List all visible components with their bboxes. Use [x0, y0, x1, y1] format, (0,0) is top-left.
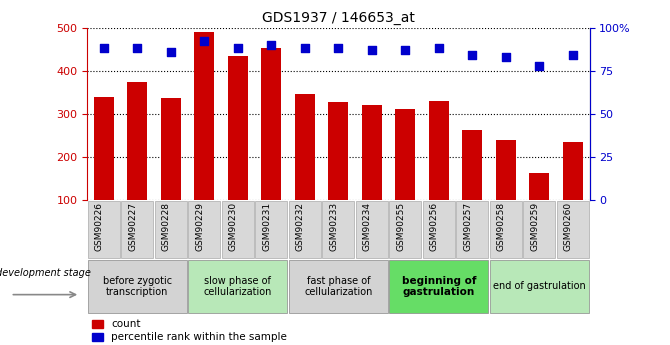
Point: [132, 46, 143, 51]
Point: [199, 39, 210, 44]
Bar: [496, 140, 516, 200]
FancyBboxPatch shape: [423, 201, 455, 258]
FancyBboxPatch shape: [389, 201, 421, 258]
Text: GSM90233: GSM90233: [330, 202, 338, 251]
FancyBboxPatch shape: [490, 260, 589, 313]
FancyBboxPatch shape: [188, 260, 287, 313]
Bar: [261, 48, 281, 200]
Bar: [563, 142, 583, 200]
Point: [165, 49, 176, 55]
Text: GSM90232: GSM90232: [296, 202, 305, 251]
Text: GSM90230: GSM90230: [229, 202, 238, 251]
Bar: [94, 98, 114, 200]
FancyBboxPatch shape: [88, 201, 120, 258]
FancyBboxPatch shape: [356, 201, 388, 258]
Bar: [395, 109, 415, 200]
Point: [567, 52, 578, 58]
FancyBboxPatch shape: [121, 201, 153, 258]
Text: GSM90228: GSM90228: [162, 202, 171, 251]
Bar: [529, 173, 549, 200]
Text: GSM90227: GSM90227: [129, 202, 137, 251]
FancyBboxPatch shape: [389, 260, 488, 313]
Text: GSM90229: GSM90229: [196, 202, 204, 251]
Text: end of gastrulation: end of gastrulation: [493, 282, 586, 291]
Text: GSM90234: GSM90234: [363, 202, 372, 251]
Point: [299, 46, 310, 51]
Text: GSM90255: GSM90255: [397, 202, 405, 251]
Point: [98, 46, 109, 51]
Title: GDS1937 / 146653_at: GDS1937 / 146653_at: [262, 11, 415, 25]
FancyBboxPatch shape: [289, 260, 388, 313]
FancyBboxPatch shape: [188, 201, 220, 258]
FancyBboxPatch shape: [490, 201, 522, 258]
Point: [266, 42, 277, 48]
FancyBboxPatch shape: [222, 201, 254, 258]
Text: GSM90258: GSM90258: [497, 202, 506, 251]
Point: [366, 47, 377, 53]
FancyBboxPatch shape: [255, 201, 287, 258]
Point: [433, 46, 444, 51]
FancyBboxPatch shape: [88, 260, 187, 313]
Legend: count, percentile rank within the sample: count, percentile rank within the sample: [92, 319, 287, 342]
Text: GSM90256: GSM90256: [430, 202, 439, 251]
Point: [534, 63, 545, 68]
Text: GSM90231: GSM90231: [263, 202, 271, 251]
Bar: [295, 93, 315, 200]
Text: GSM90260: GSM90260: [564, 202, 573, 251]
Text: GSM90257: GSM90257: [464, 202, 472, 251]
Text: beginning of
gastrulation: beginning of gastrulation: [401, 276, 476, 297]
Bar: [429, 101, 449, 200]
FancyBboxPatch shape: [322, 201, 354, 258]
Text: development stage: development stage: [0, 268, 91, 277]
FancyBboxPatch shape: [456, 201, 488, 258]
Text: fast phase of
cellularization: fast phase of cellularization: [304, 276, 373, 297]
FancyBboxPatch shape: [155, 201, 187, 258]
Text: slow phase of
cellularization: slow phase of cellularization: [204, 276, 272, 297]
Bar: [127, 82, 147, 200]
Bar: [228, 56, 248, 200]
Point: [400, 47, 411, 53]
Bar: [194, 32, 214, 200]
Bar: [161, 98, 181, 200]
FancyBboxPatch shape: [523, 201, 555, 258]
Text: GSM90259: GSM90259: [531, 202, 539, 251]
Point: [232, 46, 243, 51]
Point: [500, 54, 511, 60]
Point: [333, 46, 344, 51]
FancyBboxPatch shape: [557, 201, 589, 258]
Point: [467, 52, 478, 58]
Text: before zygotic
transcription: before zygotic transcription: [103, 276, 172, 297]
FancyBboxPatch shape: [289, 201, 321, 258]
Bar: [462, 130, 482, 200]
Bar: [328, 102, 348, 200]
Text: GSM90226: GSM90226: [95, 202, 104, 251]
Bar: [362, 105, 382, 200]
